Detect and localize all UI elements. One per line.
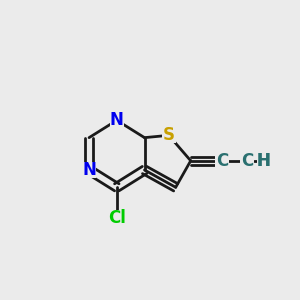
- Text: N: N: [110, 111, 124, 129]
- Text: N: N: [82, 161, 96, 179]
- Bar: [107, 210, 127, 226]
- Text: H: H: [256, 152, 270, 170]
- Text: Cl: Cl: [108, 209, 126, 227]
- Bar: [215, 153, 229, 169]
- Bar: [162, 127, 176, 143]
- Bar: [82, 162, 96, 178]
- Bar: [256, 153, 270, 169]
- Text: H: H: [256, 152, 270, 170]
- Text: S: S: [163, 126, 175, 144]
- Text: C: C: [216, 152, 228, 170]
- Text: C: C: [241, 152, 254, 170]
- Bar: [110, 112, 124, 128]
- Bar: [240, 153, 254, 169]
